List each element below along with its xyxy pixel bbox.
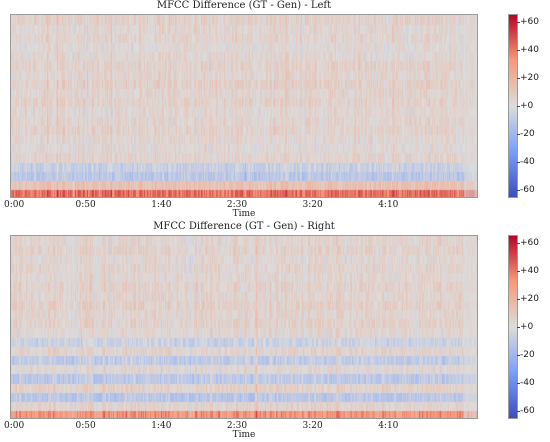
x-tick-label: 2:30 (226, 421, 248, 431)
x-tick-label: 1:40 (151, 200, 172, 210)
colorbar-tick-label: -60 (517, 185, 535, 195)
x-tick-label: 0:50 (75, 421, 96, 431)
x-tick-label: 4:10 (378, 421, 399, 431)
heatmap-canvas (10, 14, 478, 198)
chart-title: MFCC Difference (GT - Gen) - Left (156, 0, 332, 11)
heatmap-panel-left: MFCC Difference (GT - Gen) - Left 0:00 0:… (4, 0, 539, 219)
colorbar-tick-label: +0 (516, 101, 534, 111)
x-tick-label: 0:00 (4, 421, 25, 431)
colorbar-tick-label: +40 (517, 45, 539, 55)
colorbar (508, 235, 518, 419)
x-tick-label: 2:30 (226, 200, 248, 210)
colorbar-tick-label: +20 (517, 294, 539, 304)
x-tick-label: 1:40 (151, 421, 172, 431)
x-tick-label: 0:50 (75, 200, 96, 210)
x-axis-label: Time (232, 430, 256, 440)
colorbar-tick-label: +20 (517, 73, 539, 83)
colorbar-tick-label: -40 (517, 378, 535, 388)
colorbar-tick-label: +60 (517, 238, 539, 248)
colorbar-tick-label: -20 (517, 350, 535, 360)
x-tick-label: 3:20 (302, 421, 323, 431)
x-tick-label: 4:10 (378, 200, 399, 210)
x-tick-label: 0:00 (4, 200, 25, 210)
chart-title: MFCC Difference (GT - Gen) - Right (153, 221, 335, 232)
colorbar-tick-label: -40 (517, 157, 535, 167)
heatmap-panel-right: MFCC Difference (GT - Gen) - Right 0:00 0… (0, 221, 550, 442)
x-axis-label: Time (232, 209, 256, 219)
heatmap-canvas (10, 235, 478, 419)
colorbar-tick-label: -60 (517, 406, 535, 416)
colorbar-tick-label: -20 (517, 129, 535, 139)
colorbar (508, 14, 518, 198)
x-tick-label: 3:20 (302, 200, 323, 210)
colorbar-tick-label: +40 (517, 266, 539, 276)
colorbar-tick-label: +60 (517, 17, 539, 27)
colorbar-tick-label: +0 (516, 322, 534, 332)
